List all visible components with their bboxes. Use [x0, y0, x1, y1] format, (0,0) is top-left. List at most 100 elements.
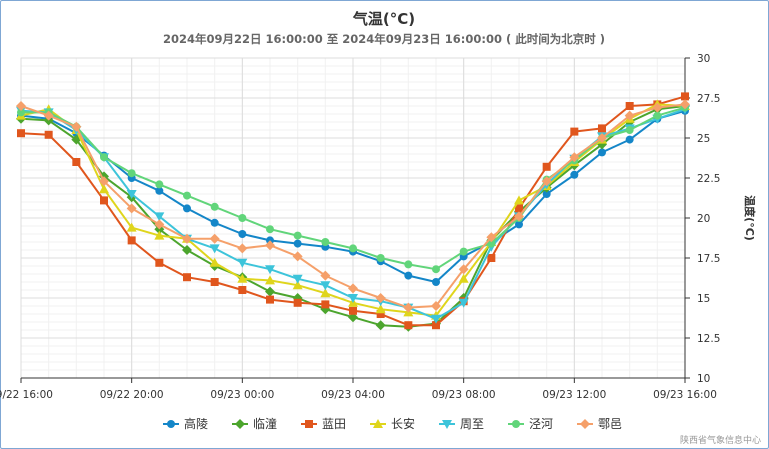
- data-point[interactable]: [266, 225, 274, 234]
- data-point[interactable]: [514, 195, 524, 205]
- data-point[interactable]: [625, 135, 634, 144]
- data-point[interactable]: [349, 306, 357, 315]
- data-point[interactable]: [17, 129, 25, 138]
- data-point[interactable]: [570, 170, 579, 179]
- data-point[interactable]: [570, 127, 579, 136]
- legend-marker[interactable]: [442, 420, 452, 429]
- data-point[interactable]: [652, 102, 663, 113]
- data-point[interactable]: [681, 92, 689, 101]
- data-point[interactable]: [127, 236, 136, 245]
- data-point[interactable]: [680, 99, 690, 110]
- data-point[interactable]: [487, 239, 496, 248]
- data-point[interactable]: [404, 271, 413, 280]
- legend-label[interactable]: 鄠邑: [598, 417, 622, 431]
- data-point[interactable]: [625, 126, 634, 134]
- data-point[interactable]: [293, 231, 302, 240]
- data-point[interactable]: [237, 273, 248, 283]
- data-point[interactable]: [154, 230, 165, 240]
- data-point[interactable]: [459, 247, 468, 256]
- data-point[interactable]: [155, 258, 164, 267]
- legend-marker[interactable]: [512, 420, 520, 428]
- data-point[interactable]: [210, 202, 219, 211]
- data-point[interactable]: [210, 278, 219, 286]
- data-point[interactable]: [17, 108, 25, 117]
- data-point[interactable]: [431, 301, 441, 311]
- data-point[interactable]: [183, 191, 191, 200]
- data-point[interactable]: [183, 273, 191, 282]
- data-point[interactable]: [237, 258, 248, 268]
- data-point[interactable]: [292, 274, 303, 284]
- data-point[interactable]: [349, 244, 357, 253]
- data-point[interactable]: [321, 238, 330, 246]
- data-point[interactable]: [431, 314, 441, 324]
- data-point[interactable]: [155, 186, 164, 195]
- data-point[interactable]: [127, 169, 136, 178]
- legend-label[interactable]: 临潼: [253, 416, 277, 431]
- data-point[interactable]: [514, 211, 524, 222]
- legend-label[interactable]: 蓝田: [322, 417, 346, 431]
- data-point[interactable]: [292, 280, 303, 290]
- data-point[interactable]: [320, 270, 331, 281]
- data-point[interactable]: [292, 251, 303, 262]
- data-point[interactable]: [320, 288, 331, 298]
- data-point[interactable]: [126, 222, 137, 232]
- legend-label[interactable]: 高陵: [184, 416, 208, 431]
- data-point[interactable]: [376, 310, 385, 318]
- legend-marker[interactable]: [235, 419, 245, 429]
- data-point[interactable]: [375, 304, 386, 314]
- data-point[interactable]: [265, 240, 275, 251]
- legend-marker[interactable]: [167, 420, 175, 428]
- legend-label[interactable]: 泾河: [529, 417, 553, 431]
- data-point[interactable]: [458, 264, 469, 275]
- data-point[interactable]: [375, 293, 386, 303]
- data-point[interactable]: [182, 233, 192, 244]
- data-point[interactable]: [209, 233, 220, 244]
- data-point[interactable]: [238, 286, 247, 294]
- data-point[interactable]: [71, 121, 82, 132]
- data-point[interactable]: [486, 232, 497, 243]
- data-point[interactable]: [458, 273, 469, 283]
- data-point[interactable]: [238, 230, 247, 238]
- data-point[interactable]: [598, 124, 606, 133]
- data-point[interactable]: [100, 196, 108, 205]
- data-point[interactable]: [515, 204, 523, 213]
- data-point[interactable]: [487, 254, 496, 262]
- data-point[interactable]: [265, 286, 275, 297]
- data-point[interactable]: [348, 294, 358, 303]
- data-point[interactable]: [293, 298, 302, 307]
- data-point[interactable]: [624, 110, 635, 121]
- legend-label[interactable]: 周至: [460, 417, 484, 431]
- data-point[interactable]: [154, 212, 165, 222]
- data-point[interactable]: [432, 278, 440, 286]
- data-point[interactable]: [100, 153, 108, 162]
- data-point[interactable]: [99, 184, 109, 194]
- data-point[interactable]: [403, 302, 414, 313]
- data-point[interactable]: [432, 321, 440, 330]
- data-point[interactable]: [16, 101, 26, 111]
- data-point[interactable]: [210, 218, 219, 227]
- data-point[interactable]: [320, 281, 331, 291]
- data-point[interactable]: [404, 321, 413, 330]
- data-point[interactable]: [209, 257, 220, 267]
- data-point[interactable]: [598, 148, 606, 157]
- data-point[interactable]: [265, 265, 275, 275]
- data-point[interactable]: [72, 158, 81, 166]
- legend-item-1[interactable]: 临潼: [232, 416, 277, 431]
- data-point[interactable]: [43, 110, 54, 121]
- data-point[interactable]: [321, 300, 330, 309]
- data-point[interactable]: [293, 239, 302, 248]
- legend-marker[interactable]: [373, 419, 383, 428]
- legend-item-3[interactable]: 长安: [370, 416, 415, 431]
- data-point[interactable]: [541, 176, 552, 187]
- data-point[interactable]: [569, 152, 580, 163]
- legend-item-2[interactable]: 蓝田: [301, 417, 346, 431]
- data-point[interactable]: [238, 214, 247, 222]
- legend-marker[interactable]: [580, 419, 590, 429]
- data-point[interactable]: [597, 133, 607, 143]
- legend-label[interactable]: 长安: [391, 416, 415, 431]
- data-point[interactable]: [265, 275, 275, 285]
- data-point[interactable]: [183, 204, 191, 213]
- legend-marker[interactable]: [305, 420, 313, 428]
- legend-item-5[interactable]: 泾河: [508, 417, 553, 431]
- legend-item-6[interactable]: 鄠邑: [577, 417, 622, 431]
